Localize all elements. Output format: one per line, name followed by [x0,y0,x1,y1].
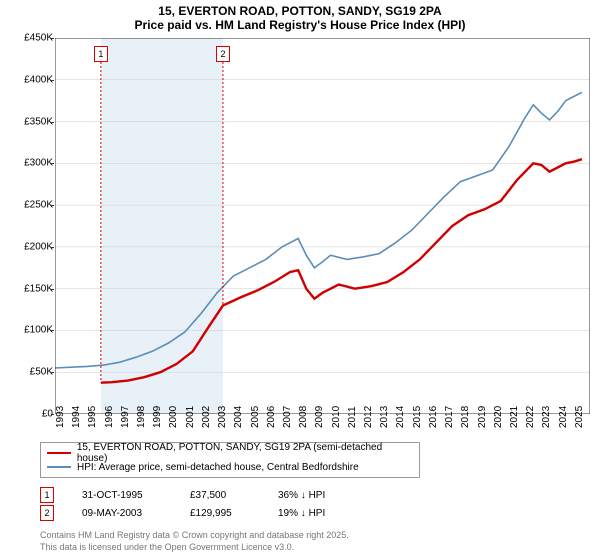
legend-swatch [47,466,71,468]
y-tick-label: £400K [19,74,53,85]
x-tick-label: 2013 [379,406,393,428]
x-tick-label: 2024 [558,406,572,428]
x-tick-label: 2021 [509,406,523,428]
event-marker-2: 2 [216,46,230,62]
legend-item: 15, EVERTON ROAD, POTTON, SANDY, SG19 2P… [47,446,413,460]
x-tick-label: 2011 [347,406,361,428]
x-tick-label: 2001 [185,406,199,428]
datapoint-row: 2 09-MAY-2003 £129,995 19% ↓ HPI [40,504,600,522]
x-tick-label: 2005 [250,406,264,428]
y-tick-label: £100K [19,325,53,336]
y-tick-label: £0 [19,409,53,420]
x-tick-label: 2002 [201,406,215,428]
legend-label: HPI: Average price, semi-detached house,… [77,462,359,473]
chart-area: 12 £0£50K£100K£150K£200K£250K£300K£350K£… [40,38,600,438]
x-tick-label: 2017 [444,406,458,428]
legend-box: 15, EVERTON ROAD, POTTON, SANDY, SG19 2P… [40,442,420,478]
y-tick-label: £350K [19,116,53,127]
y-tick-label: £300K [19,158,53,169]
datapoint-row: 1 31-OCT-1995 £37,500 36% ↓ HPI [40,486,600,504]
y-tick-label: £150K [19,283,53,294]
datapoints-table: 1 31-OCT-1995 £37,500 36% ↓ HPI 2 09-MAY-2003… [40,486,600,522]
x-tick-label: 1996 [104,406,118,428]
x-tick-label: 2019 [477,406,491,428]
x-tick-label: 1999 [152,406,166,428]
chart-lines [55,38,590,414]
event-marker-1: 1 [94,46,108,62]
x-tick-label: 1994 [71,406,85,428]
y-tick-label: £200K [19,241,53,252]
x-tick-label: 2006 [266,406,280,428]
footer-line2: This data is licensed under the Open Gov… [40,542,600,554]
x-tick-label: 2022 [525,406,539,428]
x-tick-label: 2020 [493,406,507,428]
x-tick-label: 2025 [574,406,588,428]
x-tick-label: 2000 [168,406,182,428]
dp-pct: 36% ↓ HPI [278,490,358,501]
x-tick-label: 2012 [363,406,377,428]
x-tick-label: 1995 [87,406,101,428]
x-tick-label: 2003 [217,406,231,428]
dp-date: 31-OCT-1995 [82,490,162,501]
dp-pct: 19% ↓ HPI [278,508,358,519]
dp-marker: 2 [40,505,54,521]
x-tick-label: 2014 [395,406,409,428]
x-tick-label: 1993 [55,406,69,428]
title-block: 15, EVERTON ROAD, POTTON, SANDY, SG19 2P… [0,0,600,32]
x-tick-label: 1998 [136,406,150,428]
dp-marker: 1 [40,487,54,503]
x-tick-label: 2010 [331,406,345,428]
x-tick-label: 2018 [460,406,474,428]
dp-price: £37,500 [190,490,250,501]
dp-date: 09-MAY-2003 [82,508,162,519]
footer-line1: Contains HM Land Registry data © Crown c… [40,530,600,542]
x-tick-label: 2007 [282,406,296,428]
legend-swatch [47,452,71,454]
dp-price: £129,995 [190,508,250,519]
chart-container: 15, EVERTON ROAD, POTTON, SANDY, SG19 2P… [0,0,600,560]
x-tick-label: 1997 [120,406,134,428]
y-tick-label: £50K [19,367,53,378]
x-tick-label: 2008 [298,406,312,428]
x-tick-label: 2009 [314,406,328,428]
title-line1: 15, EVERTON ROAD, POTTON, SANDY, SG19 2P… [0,4,600,18]
x-tick-label: 2004 [233,406,247,428]
title-line2: Price paid vs. HM Land Registry's House … [0,18,600,32]
legend-item: HPI: Average price, semi-detached house,… [47,460,413,474]
x-tick-label: 2023 [541,406,555,428]
x-tick-label: 2016 [428,406,442,428]
y-tick-label: £450K [19,33,53,44]
y-tick-label: £250K [19,200,53,211]
footer-attribution: Contains HM Land Registry data © Crown c… [40,530,600,553]
x-tick-label: 2015 [412,406,426,428]
plot-area: 12 £0£50K£100K£150K£200K£250K£300K£350K£… [55,38,590,414]
